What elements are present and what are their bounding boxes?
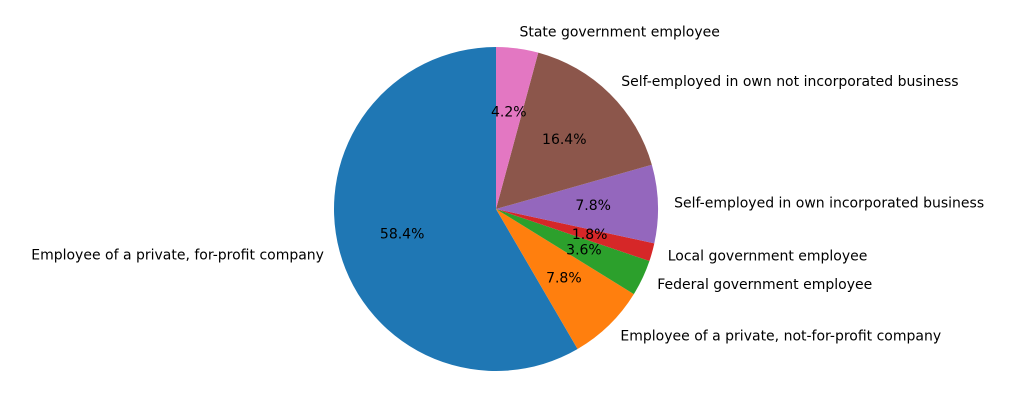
pie-percent-label: 7.8% bbox=[546, 271, 582, 287]
pie-percent-label: 4.2% bbox=[491, 105, 527, 121]
pie-category-label: Employee of a private, for-profit compan… bbox=[31, 247, 324, 263]
pie-category-label: Self-employed in own incorporated busine… bbox=[674, 195, 984, 211]
percent-labels: 58.4% 7.8% 3.6%1.8% 7.8% 16.4% 4.2% bbox=[380, 105, 611, 287]
pie-category-label: State government employee bbox=[519, 24, 719, 40]
pie-percent-label: 58.4% bbox=[380, 226, 424, 242]
pie-percent-label: 7.8% bbox=[575, 198, 611, 214]
pie-slice-state-government-employee bbox=[496, 47, 539, 209]
pie-percent-label: 3.6% bbox=[566, 242, 602, 258]
pie-category-label: Employee of a private, not-for-profit co… bbox=[620, 329, 941, 345]
pie-slices bbox=[334, 47, 659, 371]
pie-slice-self-employed-in-own-not-incorporated-business bbox=[496, 52, 652, 210]
pie-percent-label: 1.8% bbox=[572, 227, 608, 243]
pie-category-label: Local government employee bbox=[668, 249, 868, 265]
pie-slice-local-government-employee bbox=[496, 209, 655, 261]
pie-category-label: Self-employed in own not incorporated bu… bbox=[621, 74, 958, 90]
pie-slice-federal-government-employee bbox=[496, 209, 650, 295]
pie-category-label: Federal government employee bbox=[657, 277, 872, 293]
pie-percent-label: 16.4% bbox=[542, 132, 586, 148]
category-labels: Employee of a private, for-profit compan… bbox=[31, 24, 984, 344]
pie-slice-employee-of-a-private-not-for-profit-company bbox=[496, 209, 634, 349]
pie-slice-employee-of-a-private-for-profit-company bbox=[334, 47, 578, 371]
pie-slice-self-employed-in-own-incorporated-business bbox=[496, 164, 659, 244]
